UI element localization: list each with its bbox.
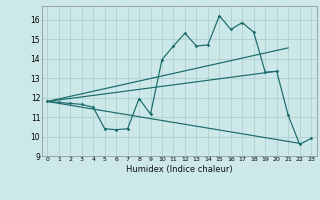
X-axis label: Humidex (Indice chaleur): Humidex (Indice chaleur) — [126, 165, 233, 174]
